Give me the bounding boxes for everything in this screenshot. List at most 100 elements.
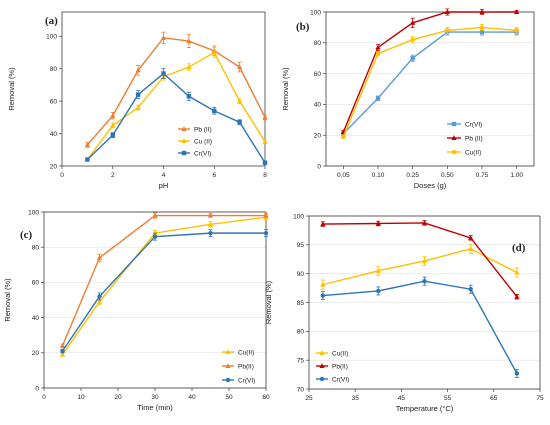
x-tick-label: 25 (305, 395, 313, 402)
data-point (341, 134, 346, 139)
x-axis-label: Time (min) (137, 403, 173, 412)
y-tick-label: 80 (32, 245, 40, 252)
y-tick-label: 100 (46, 34, 57, 41)
y-tick-label: 100 (28, 209, 39, 216)
x-tick-label: 40 (188, 394, 196, 401)
legend-marker (225, 377, 231, 383)
x-tick-label: 30 (151, 394, 159, 401)
series-2 (60, 229, 269, 354)
legend-label: Pb (II) (194, 126, 212, 133)
series-1 (84, 47, 268, 162)
y-axis-label: Removal (%) (281, 67, 290, 111)
data-point (59, 342, 66, 348)
legend: Cr(VI) Pb (II) Cu(II) (447, 121, 483, 156)
data-point (110, 132, 115, 138)
data-point (444, 9, 450, 14)
x-tick-label: 2 (111, 172, 115, 179)
data-point (375, 267, 381, 273)
data-point (468, 246, 474, 251)
legend-marker (451, 149, 457, 155)
panel-label: (d) (512, 242, 526, 254)
legend-marker (319, 363, 325, 368)
data-point (207, 221, 214, 227)
y-tick-label: 20 (314, 133, 322, 140)
data-point (445, 28, 450, 33)
data-point (237, 64, 243, 70)
x-tick-label: 65 (490, 395, 498, 402)
x-tick-label: 35 (352, 395, 360, 402)
data-point (110, 122, 116, 128)
y-axis-label: Removal (%) (3, 278, 12, 322)
data-point (479, 9, 485, 14)
y-tick-label: 40 (50, 131, 58, 138)
data-point (59, 351, 66, 357)
legend-marker (319, 376, 325, 382)
data-point (186, 94, 192, 99)
series-2 (320, 276, 520, 378)
panel-label: (c) (20, 229, 33, 241)
data-point (263, 230, 269, 236)
data-point (96, 254, 103, 260)
data-point (84, 142, 90, 147)
x-tick-label: 1.00 (510, 172, 523, 179)
y-tick-label: 100 (293, 213, 304, 220)
data-point (208, 230, 213, 236)
x-tick-label: 0.05 (337, 172, 350, 179)
y-tick-label: 100 (310, 9, 321, 16)
x-axis-label: Temperature (°C) (396, 404, 454, 413)
series-0 (84, 31, 268, 148)
legend-marker (181, 126, 187, 131)
data-point (161, 71, 166, 76)
data-point (479, 25, 485, 30)
data-point (186, 38, 192, 44)
panel-d: 70 75 80 85 90 95 100 25 35 45 55 65 75 Temperature (… (264, 213, 544, 413)
data-point (514, 371, 520, 376)
data-point (262, 160, 268, 165)
x-tick-label: 75 (536, 395, 544, 402)
panel-a: 20 40 60 80 100 0 2 4 6 8 pH Removal (%) (a) Pb (II) C… (7, 11, 268, 190)
data-point (237, 98, 243, 104)
data-point (85, 157, 90, 162)
legend-marker (451, 121, 457, 127)
y-tick-label: 75 (297, 357, 305, 364)
data-point (152, 234, 158, 239)
data-point (207, 212, 214, 218)
series-1 (59, 212, 269, 348)
y-tick-label: 90 (297, 271, 305, 278)
x-tick-label: 0.10 (372, 172, 385, 179)
series-line (86, 37, 266, 146)
series-2 (341, 23, 519, 139)
data-point (263, 212, 269, 218)
data-point (135, 67, 141, 73)
legend: Cu(II) Pb(II) Cr(VI) (222, 349, 255, 384)
data-point (410, 19, 416, 25)
data-point (421, 220, 428, 225)
series-1 (320, 220, 520, 300)
legend-marker (319, 350, 325, 355)
series-line (61, 214, 266, 347)
data-point (375, 220, 381, 226)
data-point (96, 298, 103, 304)
data-point (375, 51, 381, 56)
panel-label: (b) (296, 21, 310, 33)
x-tick-label: 10 (77, 394, 85, 401)
data-point (514, 9, 520, 14)
y-tick-label: 85 (297, 300, 305, 307)
data-point (422, 278, 427, 284)
y-axis-label: Removal (%) (7, 67, 16, 111)
y-axis-label: Removal (%) (264, 280, 273, 324)
legend-label: Cu(II) (332, 350, 348, 357)
series-line (61, 216, 267, 355)
data-point (320, 221, 326, 227)
legend-label: Cu (II) (194, 138, 212, 145)
x-tick-label: 0.50 (441, 172, 454, 179)
y-tick-label: 0 (317, 163, 321, 170)
y-tick-label: 60 (32, 280, 40, 287)
legend-label: Pb(II) (238, 363, 254, 370)
data-point (262, 114, 268, 120)
panel-b: 0 20 40 60 80 100 0.05 0.10 0.25 0.50 0.75 1.00 Dose… (281, 8, 535, 190)
y-tick-label: 20 (32, 350, 40, 357)
data-point (135, 92, 141, 97)
legend-label: Cr(VI) (465, 121, 482, 128)
x-tick-label: 8 (263, 172, 267, 179)
